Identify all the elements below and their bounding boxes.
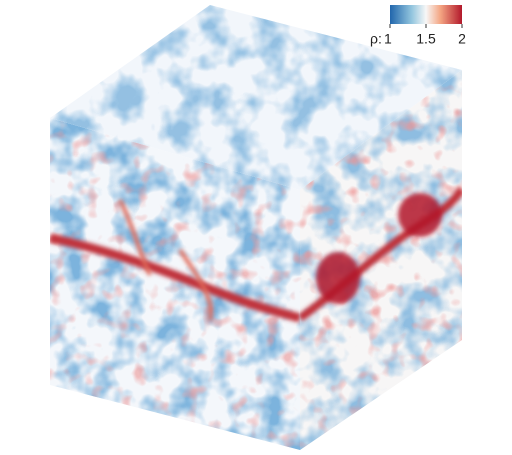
colorbar-label: ρ: <box>370 31 382 47</box>
cube <box>50 5 462 450</box>
colorbar <box>390 5 462 24</box>
colorbar-ticks: 1 1.5 2 <box>384 24 466 47</box>
tick-label: 1.5 <box>416 31 436 47</box>
tick-label: 2 <box>458 31 466 47</box>
tick-label: 1 <box>384 31 392 47</box>
